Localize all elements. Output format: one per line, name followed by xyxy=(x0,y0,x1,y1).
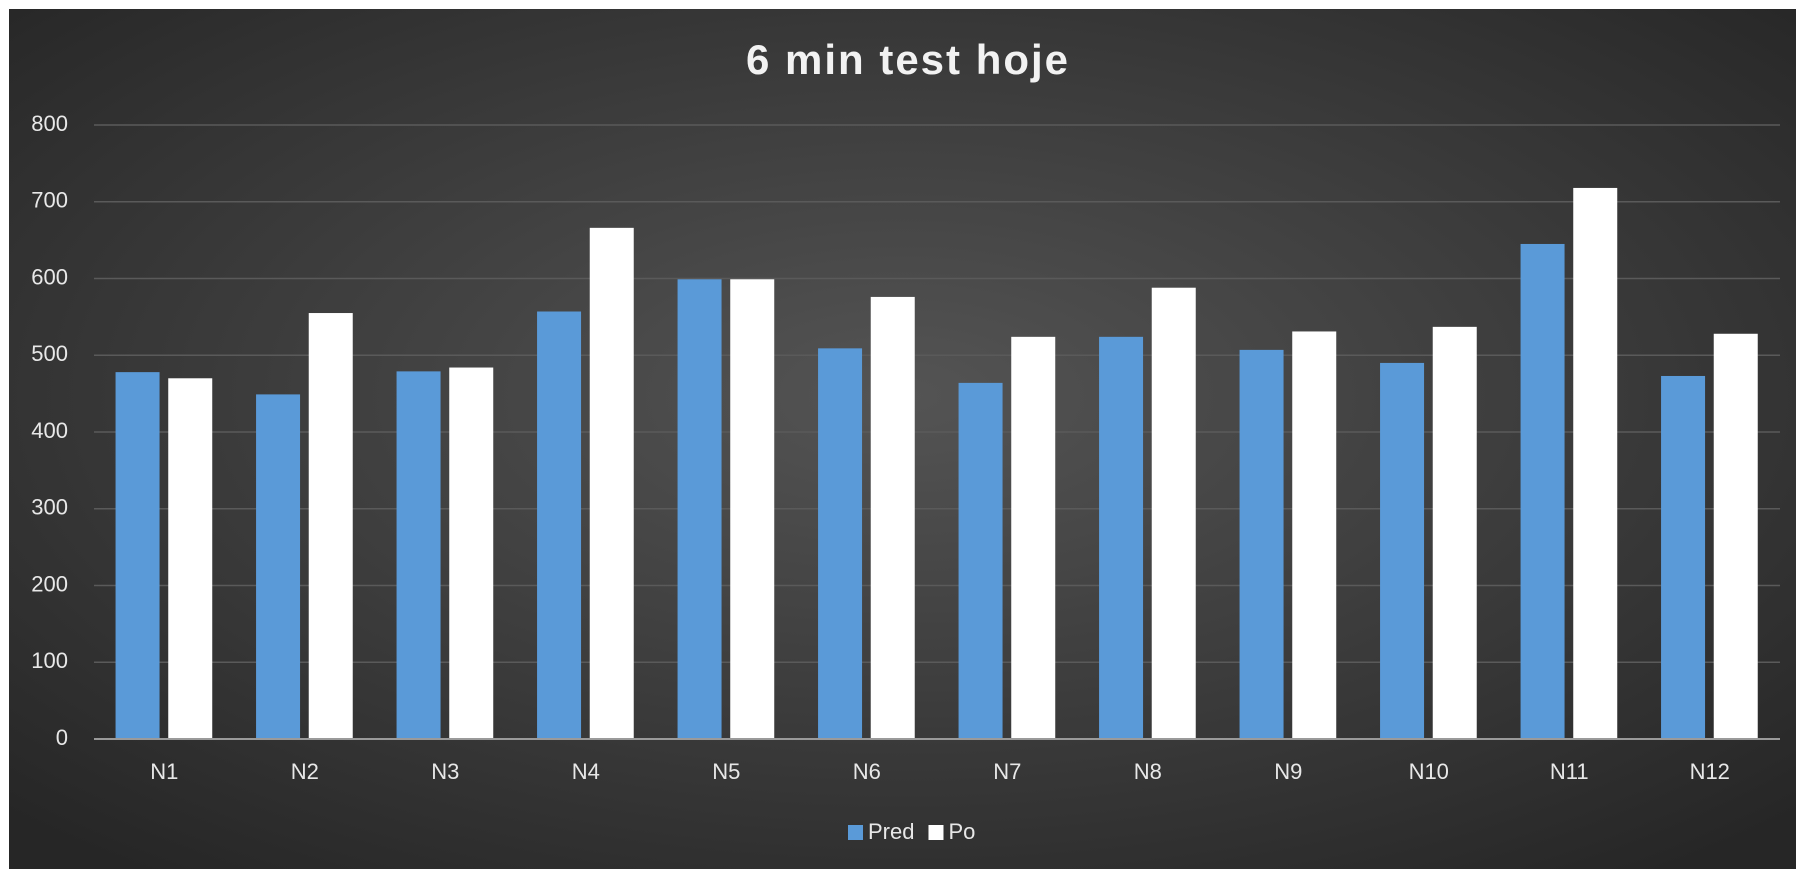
y-tick-label: 0 xyxy=(56,725,68,750)
x-tick-label: N4 xyxy=(572,759,600,784)
legend-label: Po xyxy=(948,819,975,844)
chart-title: 6 min test hoje xyxy=(746,36,1070,83)
x-tick-label: N5 xyxy=(712,759,740,784)
bar xyxy=(115,372,160,739)
x-tick-label: N9 xyxy=(1274,759,1302,784)
bar xyxy=(1011,336,1056,739)
bar xyxy=(677,279,722,739)
bar xyxy=(1432,326,1477,739)
bar xyxy=(537,311,582,739)
bar xyxy=(1661,375,1706,739)
bar xyxy=(958,382,1003,739)
legend-swatch xyxy=(928,825,944,840)
bar xyxy=(1099,336,1144,739)
y-tick-label: 300 xyxy=(31,495,68,520)
legend-swatch xyxy=(848,825,863,840)
bar xyxy=(168,378,213,739)
bar xyxy=(1713,333,1758,739)
x-tick-label: N1 xyxy=(150,759,178,784)
y-tick-label: 400 xyxy=(31,418,68,443)
bar xyxy=(1520,243,1565,739)
bar xyxy=(870,296,915,739)
legend-label: Pred xyxy=(868,819,914,844)
x-tick-label: N11 xyxy=(1550,759,1589,784)
x-tick-label: N3 xyxy=(431,759,459,784)
y-tick-label: 700 xyxy=(31,188,68,213)
bar xyxy=(396,371,441,739)
bar xyxy=(308,313,353,739)
bar xyxy=(1292,331,1337,739)
x-tick-label: N12 xyxy=(1690,759,1730,784)
bar xyxy=(1573,187,1618,739)
bar xyxy=(1151,287,1196,739)
x-tick-label: N7 xyxy=(993,759,1021,784)
y-tick-label: 500 xyxy=(31,341,68,366)
bar xyxy=(256,394,301,739)
bar xyxy=(449,367,494,739)
y-tick-label: 600 xyxy=(31,264,68,289)
bar xyxy=(1380,362,1425,739)
x-tick-label: N8 xyxy=(1134,759,1162,784)
bar xyxy=(1239,349,1284,739)
x-tick-label: N2 xyxy=(291,759,319,784)
bar xyxy=(589,227,634,739)
y-tick-label: 200 xyxy=(31,571,68,596)
bar xyxy=(730,279,775,739)
x-tick-label: N6 xyxy=(853,759,881,784)
x-tick-label: N10 xyxy=(1409,759,1449,784)
y-tick-label: 800 xyxy=(31,111,68,136)
bar xyxy=(818,348,863,739)
y-tick-label: 100 xyxy=(31,648,68,673)
